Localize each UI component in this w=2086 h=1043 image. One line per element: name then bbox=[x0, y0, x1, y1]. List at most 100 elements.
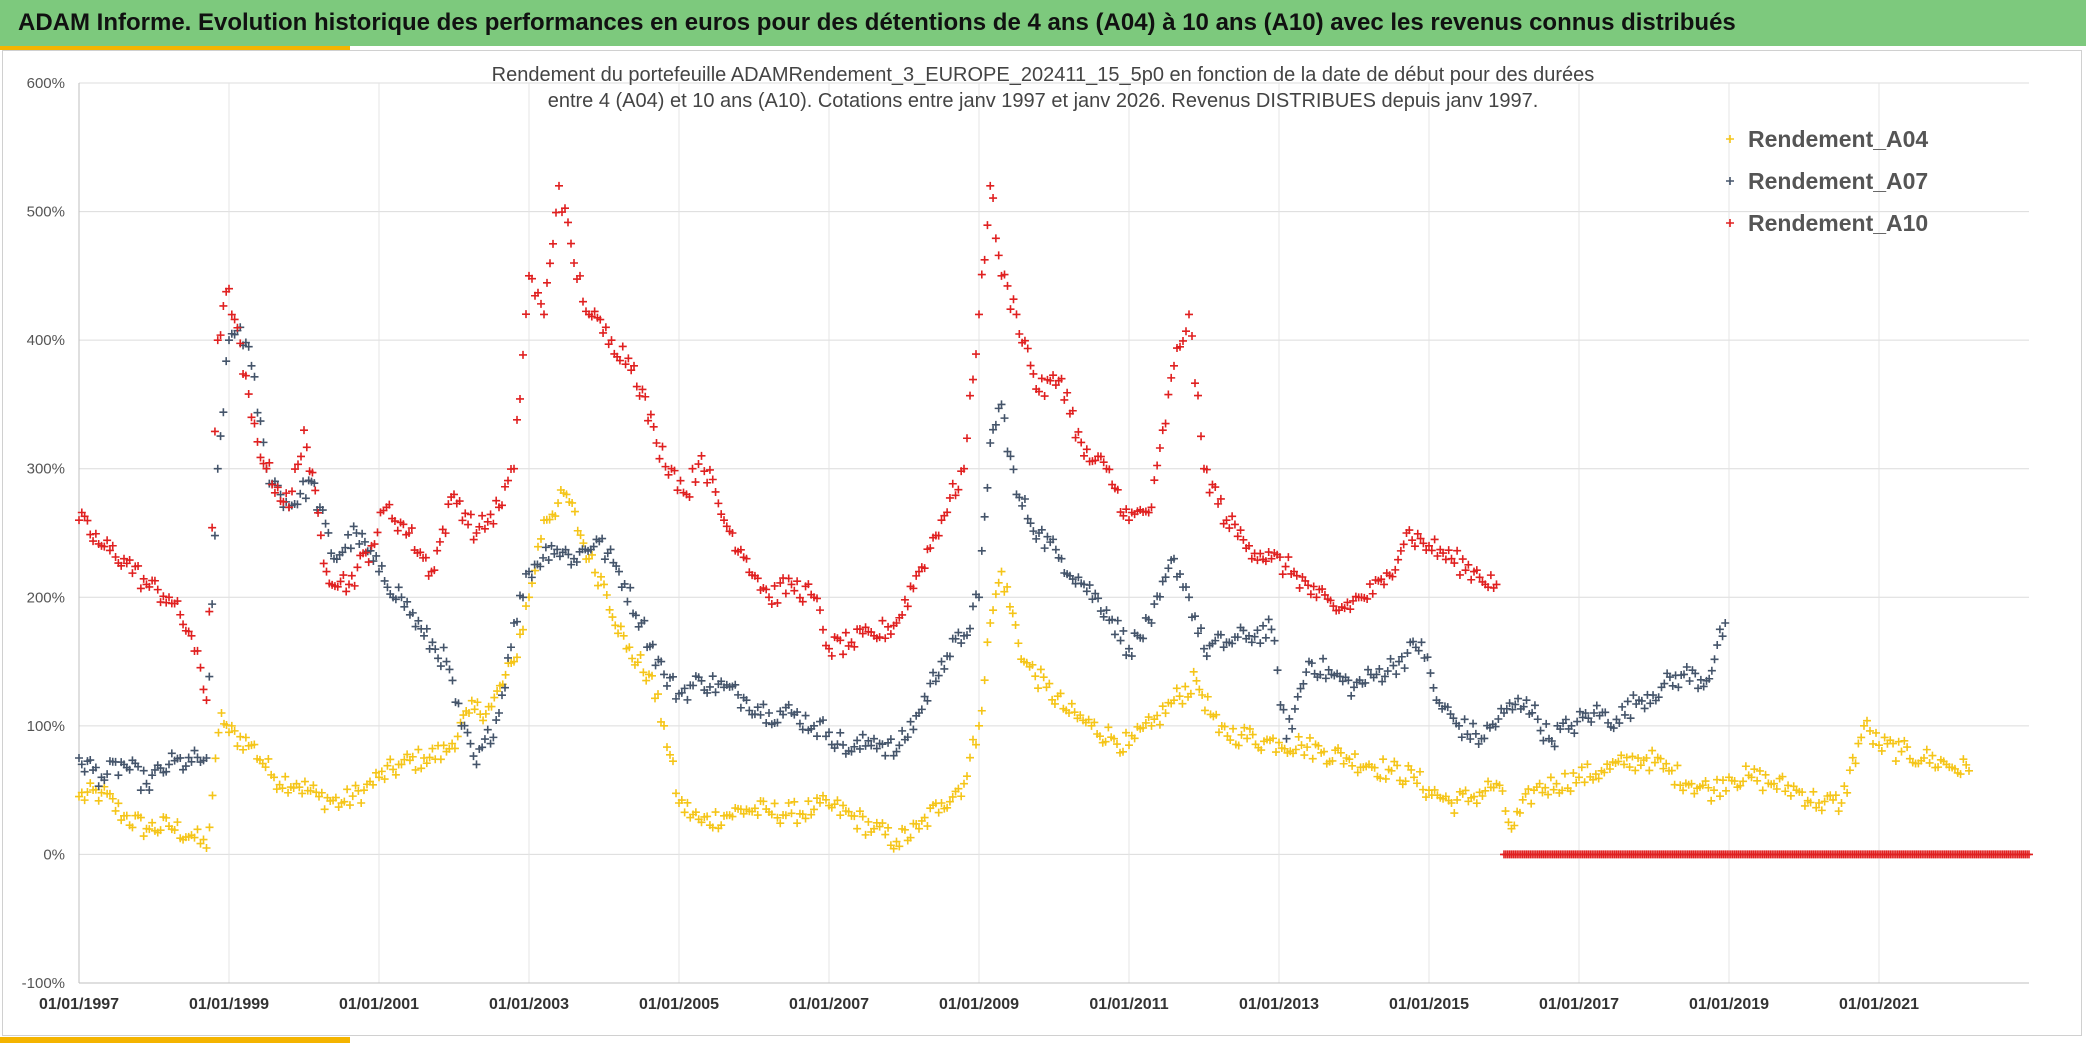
data-point bbox=[156, 764, 165, 773]
data-point bbox=[331, 793, 340, 802]
header-bar: ADAM Informe. Evolution historique des p… bbox=[0, 0, 2086, 46]
data-point bbox=[568, 498, 577, 507]
data-point bbox=[222, 721, 231, 730]
data-point bbox=[1857, 733, 1866, 742]
data-point bbox=[1096, 607, 1105, 616]
data-point bbox=[1181, 682, 1190, 691]
data-point bbox=[750, 804, 759, 813]
data-point bbox=[262, 464, 271, 473]
data-point bbox=[300, 777, 309, 786]
data-point bbox=[994, 251, 1003, 260]
data-point bbox=[855, 625, 864, 634]
data-point bbox=[1018, 501, 1027, 510]
data-point bbox=[1005, 602, 1014, 611]
data-point bbox=[636, 650, 645, 659]
data-point bbox=[233, 323, 242, 332]
data-point bbox=[977, 546, 986, 555]
data-point bbox=[1192, 676, 1201, 685]
data-point bbox=[1407, 765, 1416, 774]
data-point bbox=[1761, 770, 1770, 779]
data-point bbox=[798, 810, 807, 819]
data-point bbox=[1297, 741, 1306, 750]
data-point bbox=[1950, 764, 1959, 773]
data-point bbox=[1178, 699, 1187, 708]
data-point bbox=[798, 725, 807, 734]
data-point bbox=[117, 758, 126, 767]
data-point bbox=[196, 839, 205, 848]
data-point bbox=[311, 486, 320, 495]
data-point bbox=[273, 483, 282, 492]
data-point bbox=[1654, 693, 1663, 702]
data-point bbox=[717, 510, 726, 519]
data-point bbox=[934, 671, 943, 680]
data-point bbox=[722, 522, 731, 531]
data-point bbox=[372, 551, 381, 560]
data-point bbox=[864, 817, 873, 826]
data-point bbox=[1455, 570, 1464, 579]
data-point bbox=[658, 442, 667, 451]
data-point bbox=[1203, 692, 1212, 701]
data-point bbox=[1056, 689, 1065, 698]
data-point bbox=[187, 631, 196, 640]
data-point bbox=[739, 809, 748, 818]
y-tick-label: 400% bbox=[27, 332, 65, 349]
data-point bbox=[498, 501, 506, 510]
data-point bbox=[884, 823, 893, 832]
data-point bbox=[573, 526, 582, 535]
data-point bbox=[1660, 679, 1669, 688]
data-point bbox=[1060, 395, 1069, 404]
data-point bbox=[892, 837, 901, 846]
data-point bbox=[373, 528, 382, 537]
data-point bbox=[1956, 770, 1965, 779]
data-point bbox=[1410, 773, 1418, 782]
data-point bbox=[669, 672, 677, 681]
data-point bbox=[294, 460, 302, 469]
data-point bbox=[219, 408, 228, 417]
data-point bbox=[522, 602, 530, 611]
data-point bbox=[184, 753, 193, 762]
data-point bbox=[793, 708, 802, 717]
data-point bbox=[934, 808, 943, 817]
data-point bbox=[989, 606, 998, 615]
data-point bbox=[600, 580, 608, 589]
data-point bbox=[467, 696, 476, 705]
data-point bbox=[306, 786, 315, 795]
data-point bbox=[473, 698, 482, 707]
data-point bbox=[75, 516, 83, 525]
data-point bbox=[1648, 746, 1657, 755]
data-point bbox=[1369, 673, 1378, 682]
data-point bbox=[1515, 808, 1524, 817]
data-point bbox=[1430, 785, 1439, 794]
data-point bbox=[162, 813, 171, 822]
data-point bbox=[80, 512, 89, 521]
data-point bbox=[618, 342, 627, 351]
data-point bbox=[372, 768, 380, 777]
data-point bbox=[117, 561, 126, 570]
data-point bbox=[1494, 714, 1503, 723]
data-point bbox=[1198, 690, 1207, 699]
data-point bbox=[903, 733, 912, 742]
data-point bbox=[1155, 720, 1164, 729]
data-point bbox=[1147, 503, 1156, 512]
data-point bbox=[685, 492, 694, 501]
data-point bbox=[639, 668, 648, 677]
data-point bbox=[173, 818, 182, 827]
data-point bbox=[620, 579, 629, 588]
data-point bbox=[139, 832, 148, 841]
data-point bbox=[125, 765, 134, 774]
data-point bbox=[1070, 708, 1079, 717]
y-tick-label: 100% bbox=[27, 718, 65, 735]
data-point bbox=[360, 537, 369, 546]
data-point bbox=[1394, 555, 1403, 564]
data-point bbox=[297, 452, 305, 461]
data-point bbox=[966, 624, 974, 633]
data-point bbox=[390, 517, 399, 526]
data-point bbox=[839, 650, 848, 659]
data-point bbox=[1386, 654, 1395, 663]
data-point bbox=[348, 792, 357, 801]
data-point bbox=[861, 623, 870, 632]
data-point bbox=[1472, 799, 1481, 808]
data-point bbox=[711, 808, 720, 817]
data-point bbox=[1347, 691, 1356, 700]
data-point bbox=[1291, 745, 1300, 754]
